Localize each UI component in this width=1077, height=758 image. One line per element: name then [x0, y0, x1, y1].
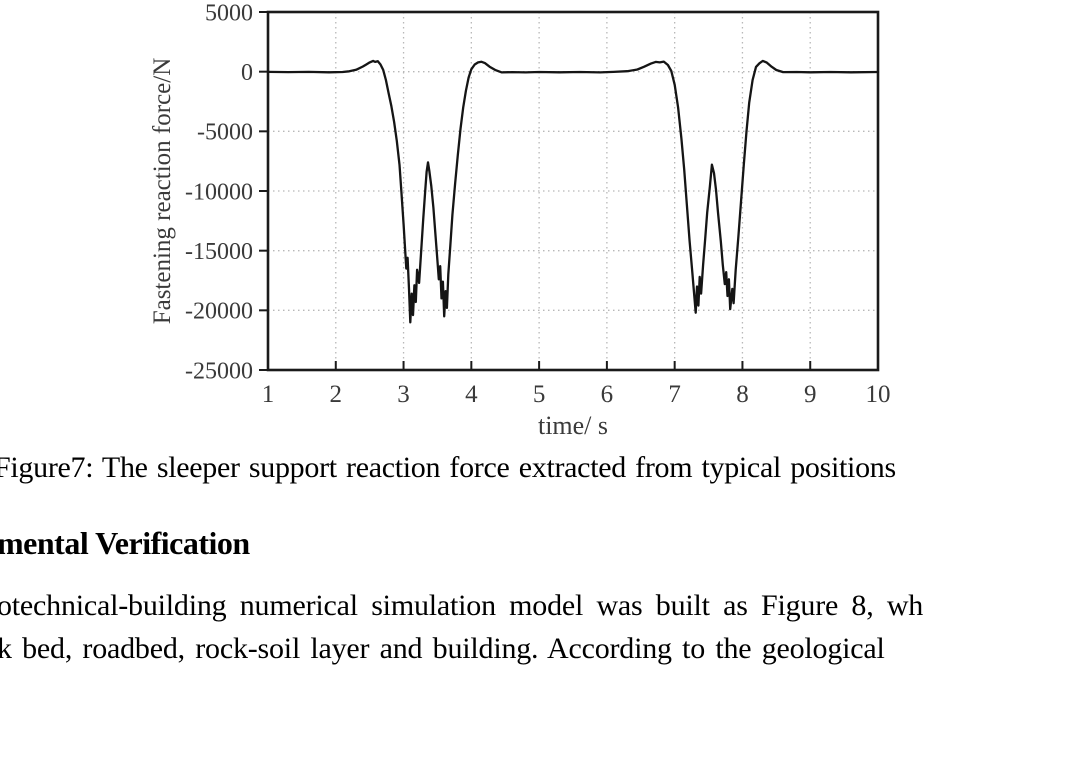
x-tick-label: 2 [330, 381, 343, 408]
x-tick-label: 6 [601, 381, 614, 408]
body-text-line-2: k bed, roadbed, rock-soil layer and buil… [0, 632, 885, 665]
y-tick-label: 5000 [205, 0, 253, 26]
section-heading: mental Verification [0, 525, 250, 561]
x-tick-label: 10 [866, 381, 891, 408]
x-tick-label: 4 [465, 381, 478, 408]
x-tick-label: 3 [397, 381, 410, 408]
y-tick-label: -5000 [197, 120, 253, 146]
x-tick-label: 9 [804, 381, 817, 408]
x-tick-label: 8 [736, 381, 749, 408]
body-text-line-1: otechnical-building numerical simulation… [0, 589, 924, 622]
line-chart: 5000 0 -5000 -10000 -15000 -20000 -25000 1 2 3 4 5 6… [149, 0, 891, 440]
y-axis-label: Fastening reaction force/N [149, 58, 176, 325]
y-tick-label: -10000 [185, 179, 253, 205]
y-tick-label: -25000 [185, 358, 253, 384]
x-tick-label: 7 [668, 381, 681, 408]
figure-caption: Figure7: The sleeper support reaction fo… [0, 451, 896, 484]
reaction-force-trace [266, 59, 880, 324]
x-axis-label: time/ s [538, 411, 608, 440]
y-tick-label: 0 [241, 60, 253, 86]
y-tick-label: -20000 [185, 299, 253, 325]
x-tick-label: 5 [533, 381, 546, 408]
y-tick-label: -15000 [185, 239, 253, 265]
x-tick-label: 1 [262, 381, 275, 408]
figure7-chart: 5000 0 -5000 -10000 -15000 -20000 -25000 1 2 3 4 5 6… [149, 0, 891, 440]
